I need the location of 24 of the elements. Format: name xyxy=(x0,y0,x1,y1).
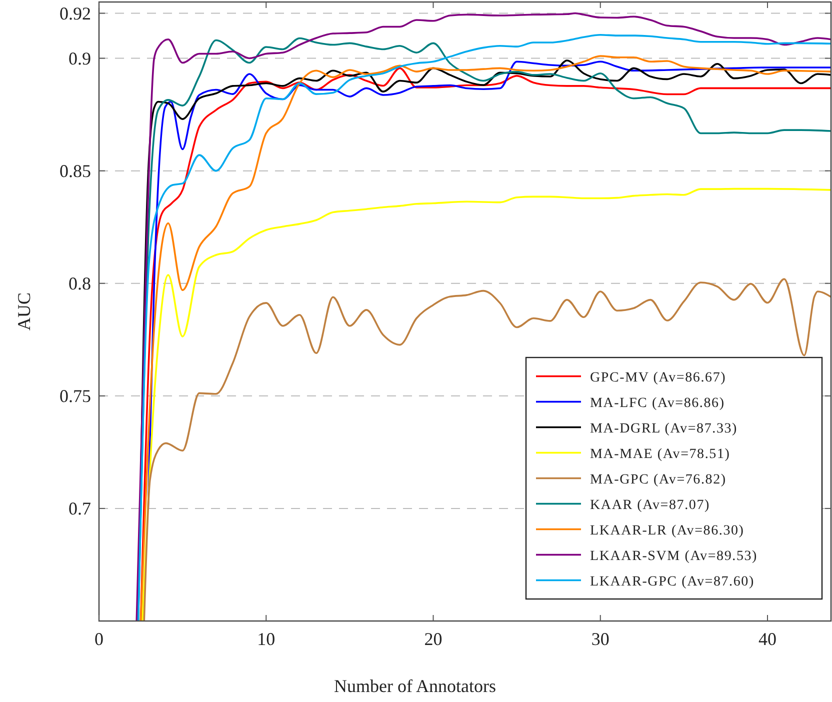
y-tick-label: 0.7 xyxy=(68,498,91,518)
y-tick-label: 0.9 xyxy=(68,48,91,68)
y-tick-label: 0.92 xyxy=(60,3,91,24)
legend-label: MA-LFC (Av=86.86) xyxy=(590,396,725,411)
x-tick-label: 40 xyxy=(758,629,776,649)
legend-label: LKAAR-LR (Av=86.30) xyxy=(590,523,744,538)
x-tick-label: 0 xyxy=(94,629,104,649)
legend-label: LKAAR-SVM (Av=89.53) xyxy=(590,548,758,564)
legend-label: MA-DGRL (Av=87.33) xyxy=(590,421,738,436)
legend-label: MA-GPC (Av=76.82) xyxy=(590,472,726,488)
legend-label: KAAR (Av=87.07) xyxy=(590,498,710,513)
x-tick-label: 20 xyxy=(424,629,442,649)
y-tick-label: 0.8 xyxy=(68,273,91,294)
legend-label: LKAAR-GPC (Av=87.60) xyxy=(590,574,754,590)
y-axis-title: AUC xyxy=(14,292,34,331)
line-series xyxy=(142,188,831,621)
x-tick-label: 30 xyxy=(591,629,610,649)
line-series xyxy=(143,278,831,621)
legend-label: MA-MAE (Av=78.51) xyxy=(590,446,730,462)
x-tick-label: 10 xyxy=(257,629,276,649)
x-axis-title: Number of Annotators xyxy=(334,676,496,696)
y-tick-label: 0.85 xyxy=(60,160,91,181)
y-tick-label: 0.75 xyxy=(60,386,91,406)
legend-label: GPC-MV (Av=86.67) xyxy=(590,370,726,386)
